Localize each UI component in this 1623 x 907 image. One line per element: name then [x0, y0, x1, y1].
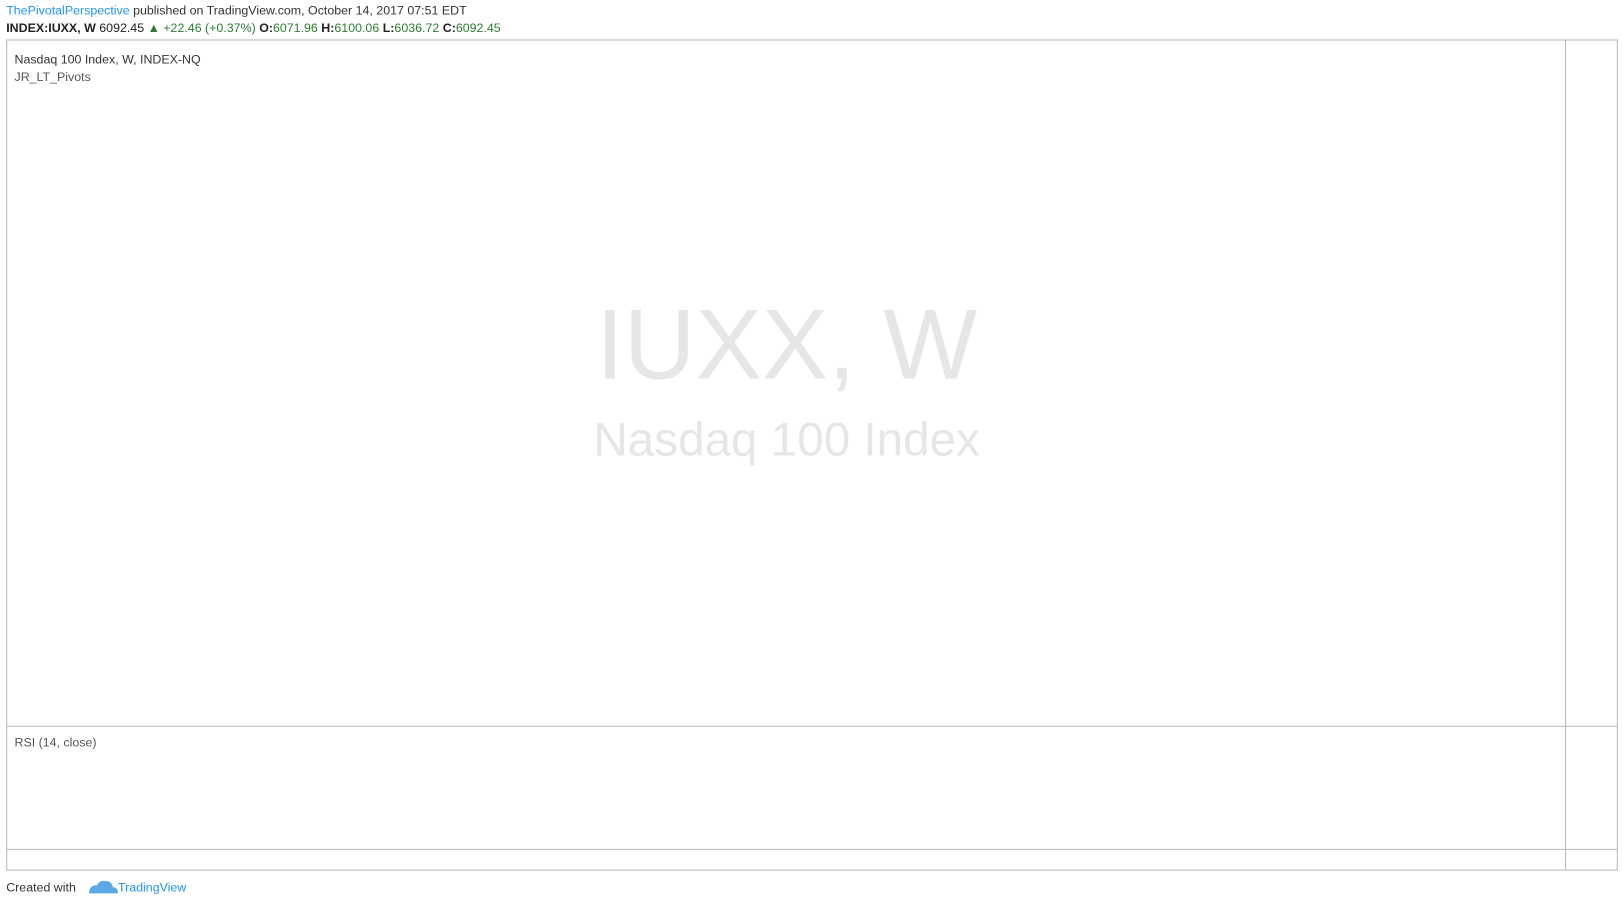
h-value: 6100.06 [334, 21, 379, 35]
chart-frame [6, 39, 1618, 871]
footer-created: Created with [6, 881, 76, 895]
symbol-line: INDEX:IUXX, W 6092.45 ▲ +22.46 (+0.37%) … [6, 21, 501, 35]
h-label: H: [321, 21, 334, 35]
rsi-title[interactable]: RSI (14, close) [14, 736, 96, 750]
o-label: O: [259, 21, 273, 35]
author[interactable]: ThePivotalPerspective [6, 4, 130, 18]
publish-line: ThePivotalPerspective published on Tradi… [6, 4, 467, 18]
c-value: 6092.45 [456, 21, 501, 35]
l-value: 6036.72 [394, 21, 439, 35]
change: ▲ +22.46 (+0.37%) [148, 21, 256, 35]
watermark-sub: Nasdaq 100 Index [593, 414, 980, 467]
o-value: 6071.96 [273, 21, 318, 35]
footer-brand[interactable]: TradingView [118, 881, 186, 895]
last: 6092.45 [99, 21, 144, 35]
symbol: INDEX:IUXX, W [6, 21, 96, 35]
indicator-name[interactable]: JR_LT_Pivots [14, 70, 90, 84]
brand-logo[interactable] [89, 880, 118, 894]
c-label: C: [443, 21, 456, 35]
legend-title: Nasdaq 100 Index, W, INDEX-NQ [14, 52, 201, 66]
l-label: L: [383, 21, 395, 35]
published: published on TradingView.com, October 14… [133, 4, 467, 18]
watermark: IUXX, W [596, 289, 977, 400]
